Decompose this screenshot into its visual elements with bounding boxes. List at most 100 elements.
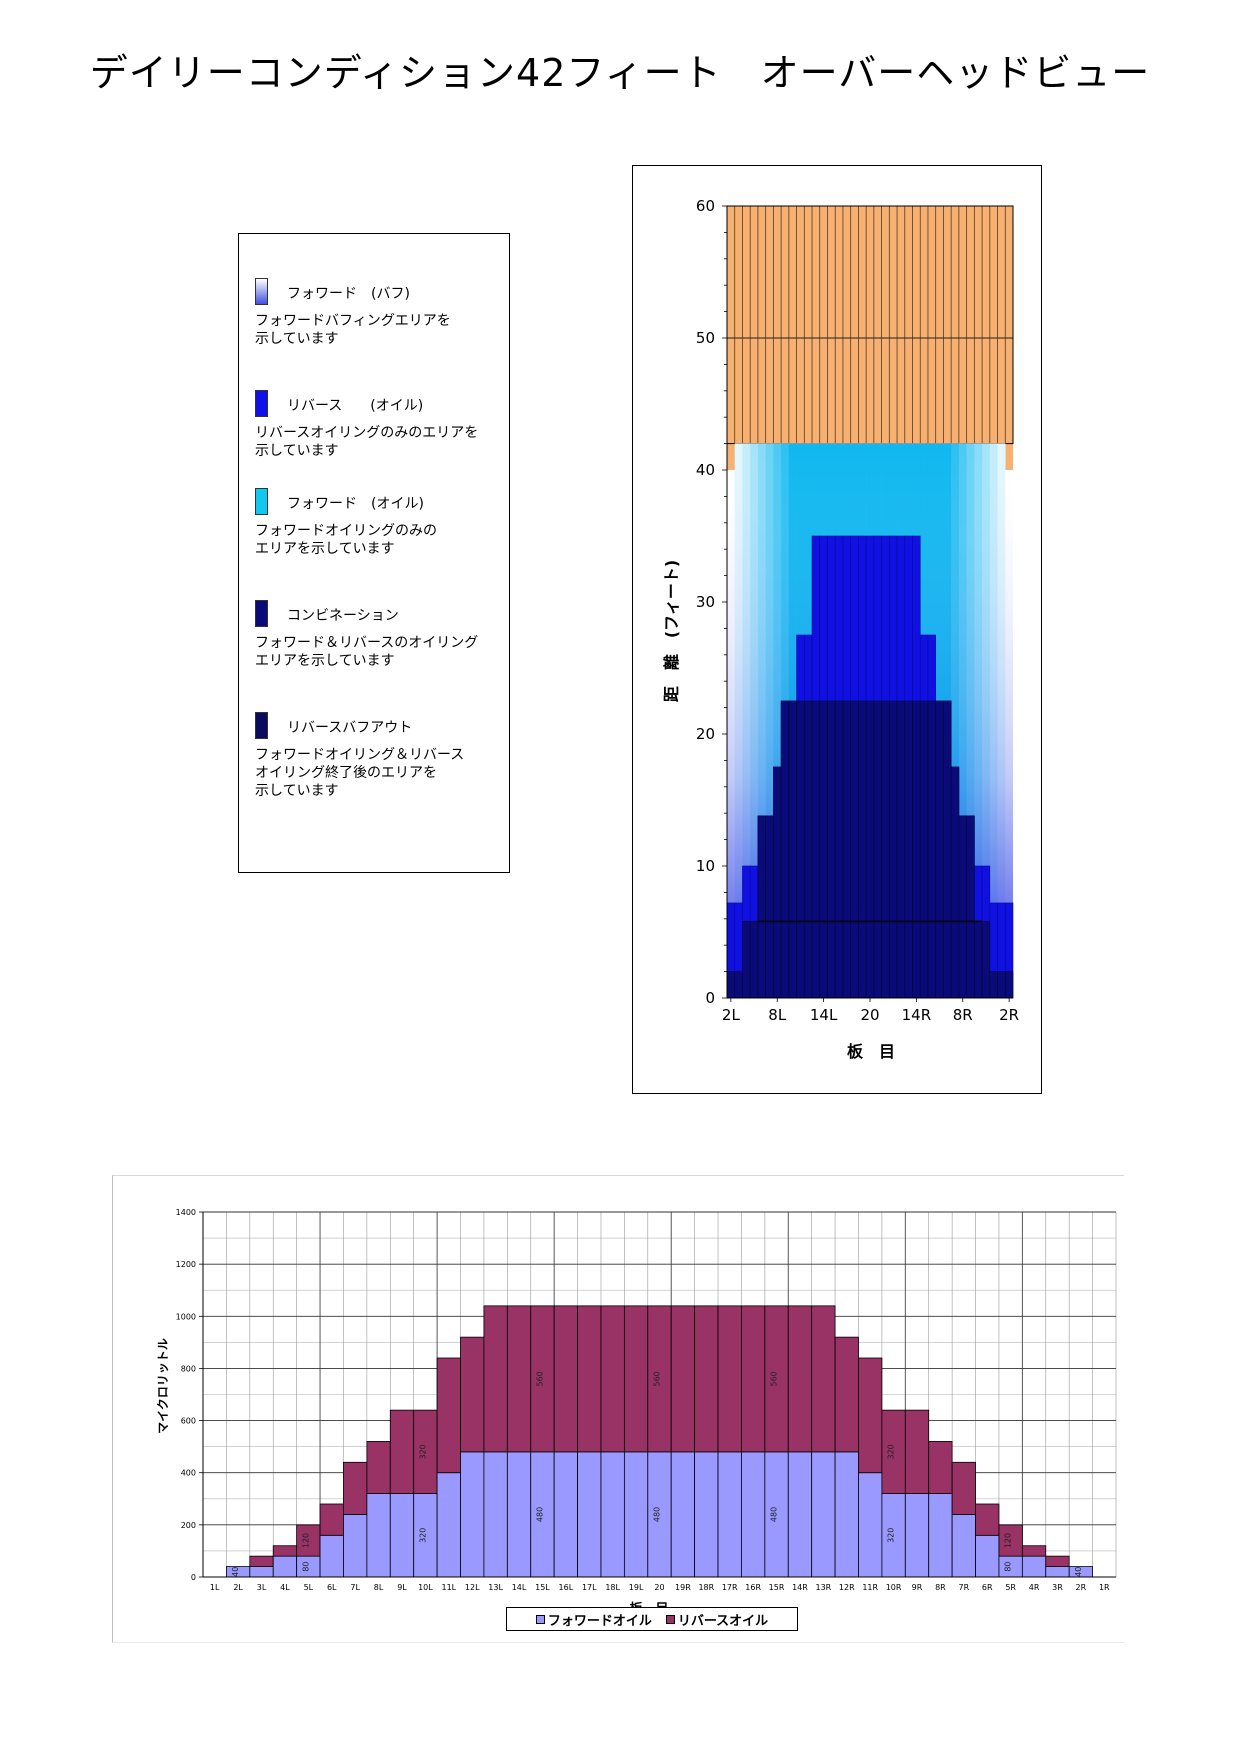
overhead-plot-background (726, 205, 1014, 470)
bar-reverse-oil (506, 1305, 532, 1453)
forward-oil-legend-swatch (535, 1614, 545, 1624)
bar-reverse-oil (553, 1305, 578, 1453)
bar-data-label: 560 (770, 1371, 779, 1386)
page-title: デイリーコンディション42フィート オーバーヘッドビュー (89, 51, 1151, 95)
x-tick-label: 7R (959, 1583, 970, 1592)
bar-forward-oil (366, 1493, 391, 1578)
y-tick-label: 60 (696, 197, 715, 215)
x-tick-label: 10R (886, 1583, 902, 1592)
bar-reverse-oil (366, 1441, 391, 1494)
combination-column (850, 700, 859, 999)
y-tick-label: 0 (705, 989, 715, 1007)
bar-reverse-oil (272, 1545, 298, 1557)
bar-data-label: 480 (535, 1507, 544, 1522)
x-tick-label: 13L (488, 1583, 503, 1592)
combination-column (943, 700, 952, 999)
x-tick-label: 2L (233, 1583, 243, 1592)
combination-column (919, 700, 929, 999)
combination-column (796, 700, 805, 999)
bar-data-label: 320 (418, 1444, 427, 1459)
bar-forward-oil (694, 1451, 719, 1578)
legend-box: フォワード (バフ) フォワードバフィングエリアを 示しています リバース (オ… (238, 233, 510, 873)
bar-reverse-oil (834, 1336, 859, 1453)
bar-legend-reverse: リバースオイル (665, 1610, 768, 1629)
bar-forward-oil (811, 1451, 836, 1578)
legend-label: リバース (オイル) (287, 398, 424, 414)
legend-label: フォワード (バフ) (287, 286, 410, 302)
y-tick-label: 0 (191, 1573, 196, 1582)
x-tick-label: 1R (1099, 1583, 1110, 1592)
combination-column (997, 971, 1006, 999)
combination-column (788, 700, 797, 999)
bar-forward-oil (577, 1451, 602, 1578)
bar-legend-forward: フォワードオイル (535, 1610, 652, 1629)
y-tick-label: 800 (181, 1364, 196, 1373)
bar-reverse-oil (623, 1305, 649, 1453)
combination-column (742, 921, 751, 999)
x-tick-label: 2L (722, 1006, 741, 1024)
legend-item-forward-oil: フォワード (オイル) フォワードオイリングのみの エリアを示しています (255, 488, 505, 558)
reverse-oil-swatch (255, 390, 268, 417)
bar-reverse-oil (483, 1305, 508, 1453)
combination-column (865, 700, 875, 999)
x-tick-label: 12R (839, 1583, 855, 1592)
x-tick-label: 3L (257, 1583, 267, 1592)
bar-reverse-oil (436, 1357, 461, 1474)
combination-column (927, 700, 937, 999)
bar-reverse-oil (577, 1305, 602, 1453)
bar-forward-oil (506, 1451, 532, 1578)
combination-column (803, 700, 813, 999)
bar-forward-oil (741, 1451, 766, 1578)
bar-forward-oil (858, 1472, 883, 1578)
bar-data-label: 80 (1004, 1561, 1013, 1571)
x-tick-label: 7L (350, 1583, 360, 1592)
bar-legend-label: フォワードオイル (547, 1613, 652, 1629)
combination-column (757, 815, 766, 999)
y-tick-label: 30 (696, 593, 715, 611)
bar-forward-oil (1045, 1566, 1070, 1578)
x-tick-label: 9L (397, 1583, 407, 1592)
x-tick-label: 19L (629, 1583, 644, 1592)
x-tick-label: 5R (1005, 1583, 1016, 1592)
x-tick-label: 20 (860, 1006, 879, 1024)
x-tick-label: 16R (745, 1583, 761, 1592)
reverse-oil-legend-swatch (665, 1614, 675, 1624)
legend-description: リバースオイリングのみのエリアを 示しています (255, 425, 479, 459)
bar-forward-oil (670, 1451, 696, 1578)
overhead-y-axis-label: 距 離 (フィート) (662, 560, 681, 702)
bar-reverse-oil (670, 1305, 696, 1453)
combination-column (827, 700, 836, 999)
x-tick-label: 4L (280, 1583, 290, 1592)
x-tick-label: 2R (1076, 1583, 1087, 1592)
forward-oil-swatch (255, 488, 268, 515)
legend-label: フォワード (オイル) (287, 496, 424, 512)
combination-column (834, 700, 844, 999)
bar-forward-oil (1021, 1555, 1047, 1578)
bar-forward-oil (343, 1514, 368, 1578)
x-tick-label: 14L (810, 1006, 838, 1024)
bar-reverse-oil (787, 1305, 813, 1453)
x-tick-label: 3R (1052, 1583, 1063, 1592)
bar-marks: 40 80 120 320 320 480 560 480 560 480 560 320 320 80 1… (226, 1305, 1093, 1578)
x-tick-label: 10L (418, 1583, 433, 1592)
y-tick-label: 1000 (176, 1312, 196, 1321)
bar-reverse-oil (741, 1305, 766, 1453)
combination-column (989, 971, 998, 999)
x-tick-label: 6L (327, 1583, 337, 1592)
forward-buff-swatch (255, 278, 268, 305)
combination-column (974, 921, 983, 999)
bar-forward-oil (272, 1555, 298, 1578)
x-tick-label: 18R (698, 1583, 714, 1592)
y-tick-label: 40 (696, 461, 715, 479)
overhead-view-svg: 0 10 20 30 40 50 60 2L 8L 14L 20 14R 8R 2R 距 離 (フィート)… (662, 197, 1019, 1061)
bar-reverse-oil (389, 1409, 415, 1494)
y-tick-label: 10 (696, 857, 715, 875)
bar-reverse-oil (717, 1305, 742, 1453)
bar-forward-oil (975, 1534, 1000, 1578)
x-tick-label: 12L (465, 1583, 480, 1592)
x-tick-label: 15L (535, 1583, 550, 1592)
legend-item-reverse-buff-out: リバースバフアウト フォワードオイリング＆リバース オイリング終了後のエリアを … (255, 712, 505, 800)
y-tick-label: 50 (696, 329, 715, 347)
bar-data-label: 320 (418, 1528, 427, 1543)
bar-forward-oil (951, 1514, 976, 1578)
